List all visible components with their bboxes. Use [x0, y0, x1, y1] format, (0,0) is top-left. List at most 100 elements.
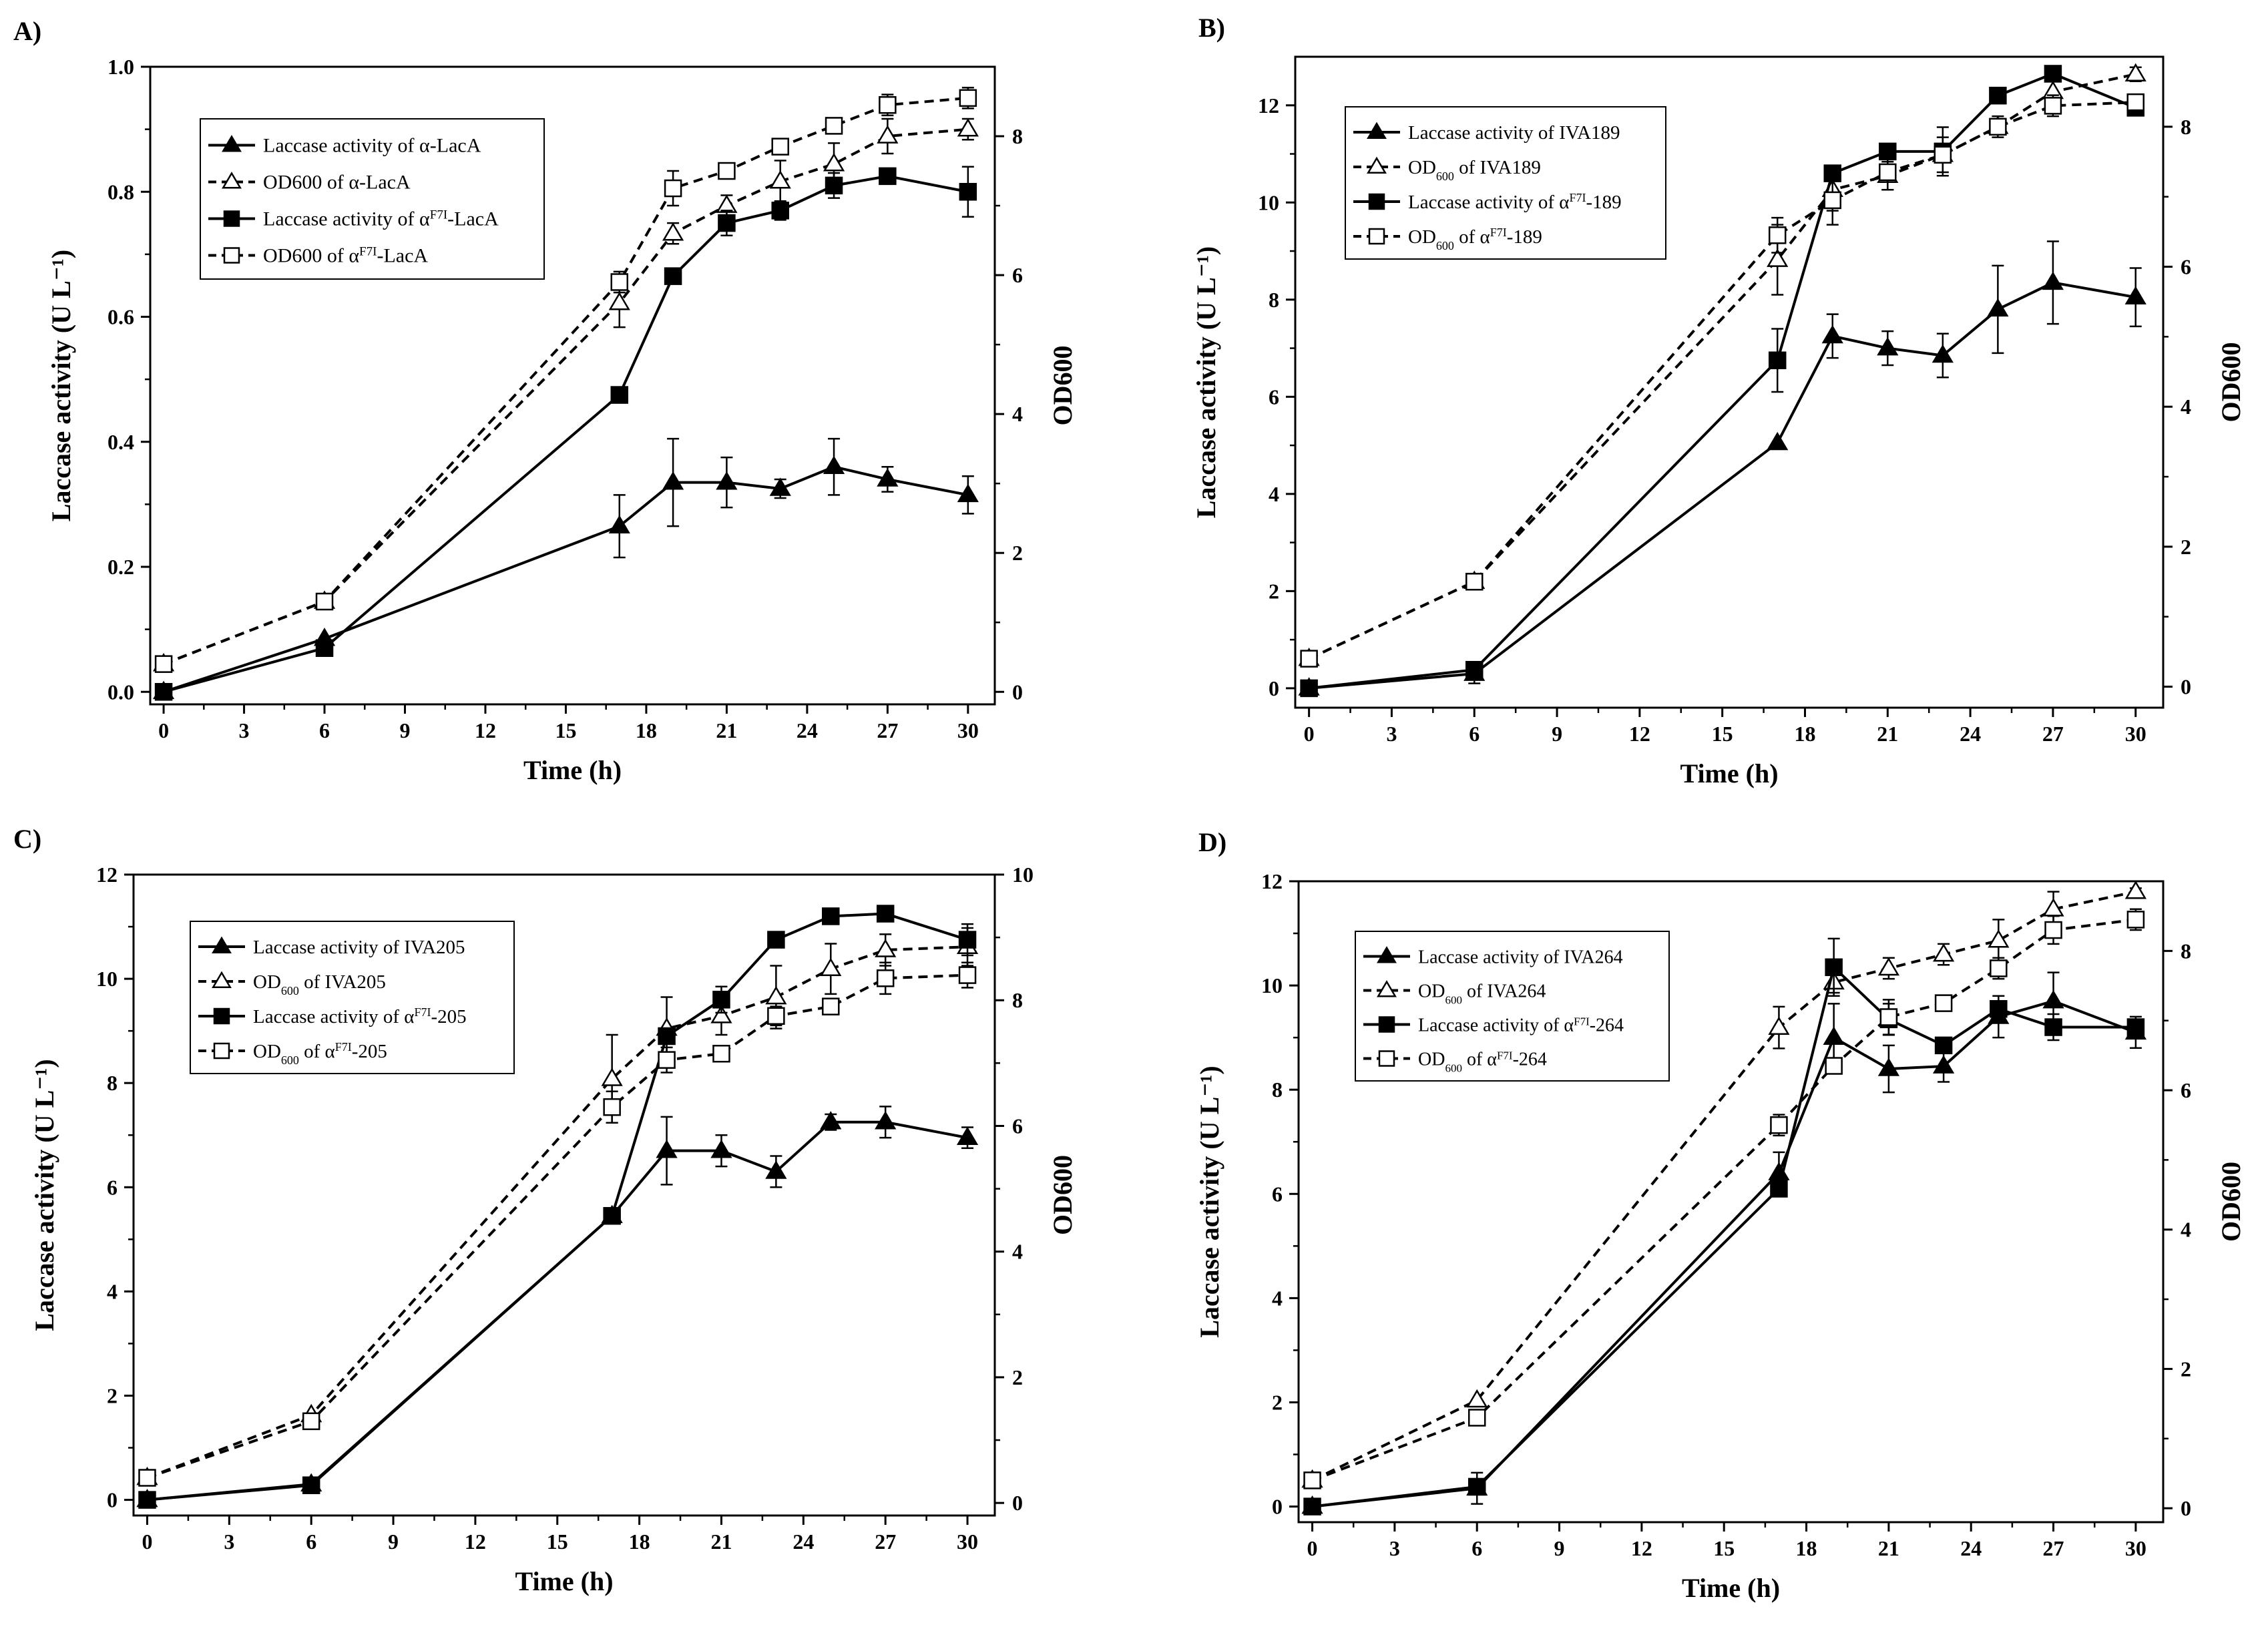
legend: Laccase activity of IVA189 OD600 of IVA18… — [1345, 106, 1666, 260]
x-tick-label: 6 — [306, 1530, 316, 1554]
legend-marker — [222, 135, 242, 152]
y2-tick-label: 8 — [2181, 115, 2191, 139]
data-point — [2124, 286, 2146, 304]
data-point — [1303, 1497, 1321, 1516]
legend-label: Laccase activity of αF7I-LacA — [263, 208, 499, 230]
data-point — [877, 125, 899, 144]
data-point — [1934, 994, 1953, 1012]
y2-tick-label: 2 — [1012, 541, 1023, 565]
data-point — [823, 455, 845, 475]
data-point — [957, 483, 979, 503]
y-tick-label: 0.8 — [107, 180, 134, 204]
y-tick-label: 12 — [1258, 93, 1279, 118]
y-axis-title: Laccase activity (U L⁻¹) — [1191, 246, 1221, 518]
x-tick-label: 3 — [224, 1530, 234, 1554]
legend-label: OD600 of αF7I-LacA — [263, 244, 428, 267]
x-tick-label: 0 — [158, 718, 169, 742]
legend-marker — [222, 172, 242, 189]
x-tick-label: 24 — [797, 718, 818, 742]
x-tick-label: 12 — [1631, 1536, 1652, 1560]
x-tick-label: 12 — [465, 1530, 486, 1554]
legend-box — [200, 118, 545, 280]
x-tick-label: 9 — [388, 1530, 399, 1554]
data-point — [1990, 959, 2008, 977]
x-tick-label: 27 — [877, 718, 898, 742]
data-point — [2044, 97, 2062, 115]
legend-label: OD600 of α-LacA — [263, 172, 411, 194]
data-point — [1934, 1036, 1953, 1055]
plot-frame — [1294, 55, 2165, 709]
y2-tick-label: 0 — [1012, 680, 1023, 704]
data-point — [2124, 63, 2146, 82]
y2-tick-label: 8 — [1012, 124, 1023, 148]
panel-label: D) — [1198, 827, 1226, 857]
plot-frame — [132, 873, 996, 1517]
data-point — [823, 153, 845, 172]
y-tick-label: 0.2 — [107, 555, 134, 579]
x-tick-label: 24 — [792, 1530, 814, 1554]
x-tick-label: 27 — [2042, 722, 2064, 746]
y-tick-label: 0.0 — [107, 680, 134, 704]
x-tick-label: 6 — [1469, 722, 1480, 746]
legend-label: Laccase activity of IVA205 — [253, 937, 465, 958]
data-point — [1877, 336, 1899, 356]
series-4 — [1300, 93, 2144, 668]
data-point — [138, 1469, 156, 1487]
x-tick-label: 18 — [636, 718, 657, 742]
data-point — [876, 969, 895, 987]
data-point — [315, 592, 334, 611]
y-tick-label: 0.4 — [107, 430, 134, 454]
y2-tick-label: 8 — [2181, 939, 2191, 963]
x-tick-label: 3 — [1386, 722, 1397, 746]
y2-tick-label: 2 — [1012, 1365, 1023, 1389]
plot-frame — [1297, 880, 2165, 1524]
series-1 — [1298, 240, 2146, 696]
y2-axis-title: OD600 — [1048, 346, 1078, 426]
y2-tick-label: 0 — [2181, 675, 2191, 699]
data-point — [1989, 118, 2007, 136]
data-point — [820, 1111, 842, 1130]
x-axis-title: Time (h) — [515, 1566, 613, 1596]
panel-label: C) — [13, 824, 41, 854]
y2-tick-label: 0 — [1012, 1491, 1023, 1515]
data-point — [1303, 1471, 1321, 1489]
data-point — [771, 138, 789, 156]
data-point — [712, 1044, 730, 1063]
legend-marker — [223, 247, 240, 264]
y2-axis-title: OD600 — [2216, 1162, 2246, 1242]
series-3 — [154, 166, 977, 701]
y-tick-label: 8 — [1272, 1078, 1283, 1102]
data-point — [825, 176, 843, 195]
data-point — [765, 1160, 787, 1179]
legend-label: OD600 of αF7I-205 — [253, 1040, 387, 1067]
data-point — [1823, 1026, 1845, 1045]
data-point — [877, 468, 899, 487]
legend-label: Laccase activity of αF7I-205 — [253, 1005, 467, 1027]
data-point — [769, 170, 791, 189]
data-point — [1768, 226, 1787, 244]
y2-tick-label: 4 — [1012, 1240, 1023, 1264]
data-point — [1933, 1055, 1955, 1074]
x-tick-label: 21 — [716, 718, 737, 742]
legend-marker — [1368, 228, 1385, 245]
y2-tick-label: 2 — [2181, 535, 2191, 559]
data-point — [1300, 650, 1318, 668]
x-tick-label: 6 — [1471, 1536, 1482, 1560]
data-point — [315, 639, 334, 657]
series-3 — [138, 905, 977, 1509]
data-point — [710, 1140, 732, 1158]
legend-marker — [1368, 193, 1385, 210]
y-tick-label: 0 — [107, 1488, 118, 1512]
y-tick-label: 6 — [1272, 1182, 1283, 1206]
x-tick-label: 30 — [957, 718, 979, 742]
y2-tick-label: 6 — [1012, 1114, 1023, 1138]
data-point — [1987, 298, 2009, 317]
legend-marker — [213, 1007, 230, 1025]
y2-tick-label: 10 — [1012, 863, 1034, 887]
data-point — [1770, 1116, 1788, 1134]
data-point — [1821, 324, 1843, 344]
data-point — [1825, 958, 1843, 977]
legend-marker — [212, 971, 232, 989]
data-point — [879, 95, 897, 114]
x-tick-label: 15 — [1712, 722, 1733, 746]
